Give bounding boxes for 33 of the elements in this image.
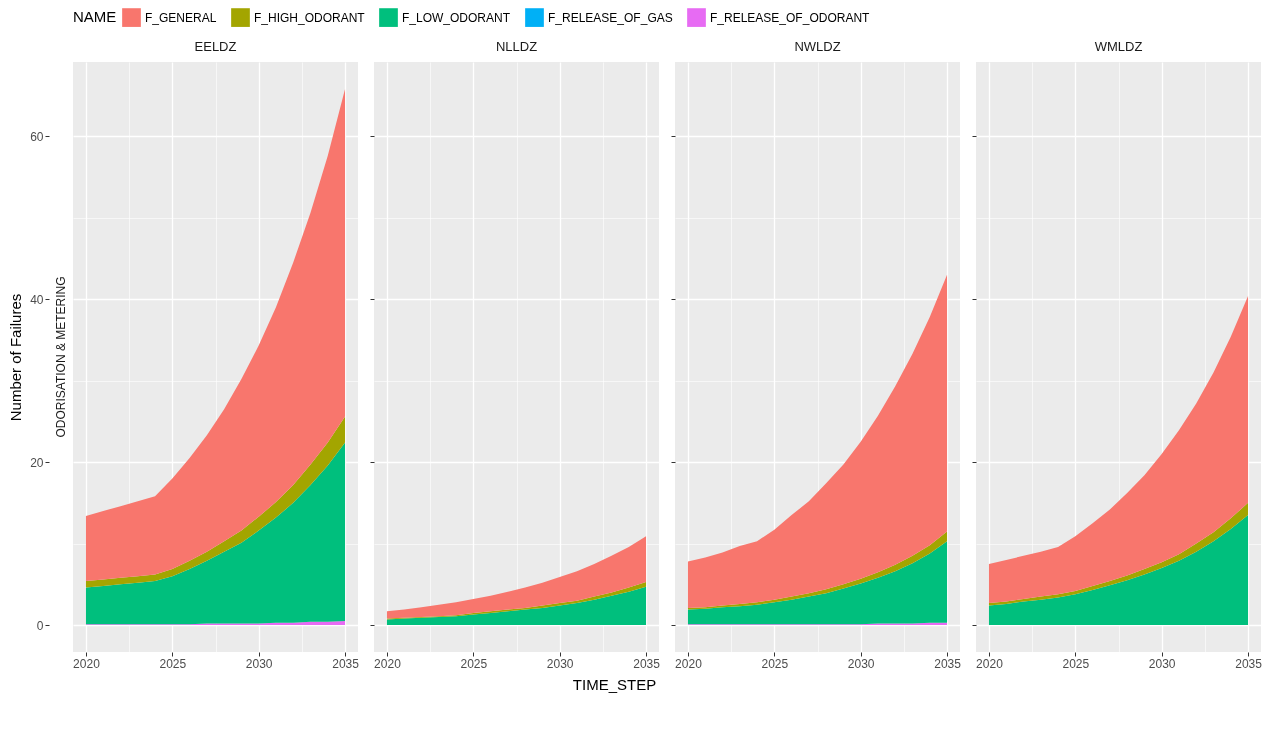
x-tick-label: 2025 [159, 656, 187, 671]
x-tick-label: 2025 [761, 656, 789, 671]
legend-label: F_RELEASE_OF_GAS [548, 10, 673, 25]
x-tick-label: 2035 [1235, 656, 1263, 671]
x-tick-label: 2030 [1148, 656, 1176, 671]
chart-title: WMLDZ [1094, 39, 1143, 54]
chart-title: EELDZ [194, 39, 237, 54]
y-tick-label: 60 [30, 129, 44, 144]
x-tick-label: 2025 [460, 656, 488, 671]
legend-label: F_GENERAL [145, 10, 217, 25]
y-axis-title: Number of Failures [7, 293, 25, 422]
x-tick-label: 2035 [633, 656, 661, 671]
x-tick-label: 2035 [934, 656, 962, 671]
y-tick-label: 20 [30, 455, 44, 470]
y-tick-label: 40 [30, 292, 44, 307]
x-axis-title: TIME_STEP [572, 675, 657, 693]
x-tick-label: 2020 [675, 656, 703, 671]
x-tick-label: 2030 [847, 656, 875, 671]
x-tick-label: 2030 [245, 656, 273, 671]
y-tick-label: 0 [36, 618, 44, 633]
x-tick-label: 2030 [546, 656, 574, 671]
text: ODORISATION & METERING [54, 276, 68, 438]
x-tick-label: 2025 [1062, 656, 1090, 671]
chart-title: NWLDZ [794, 39, 841, 54]
legend-label: F_RELEASE_OF_ODORANT [710, 10, 871, 25]
x-tick-label: 2020 [374, 656, 402, 671]
x-tick-label: 2035 [332, 656, 360, 671]
x-tick-label: 2020 [73, 656, 101, 671]
legend-label: F_HIGH_ODORANT [254, 10, 366, 25]
legend-label: F_LOW_ODORANT [402, 10, 511, 25]
legend-title: NAME [73, 8, 117, 25]
x-tick-label: 2020 [976, 656, 1004, 671]
chart-title: NLLDZ [495, 39, 538, 54]
